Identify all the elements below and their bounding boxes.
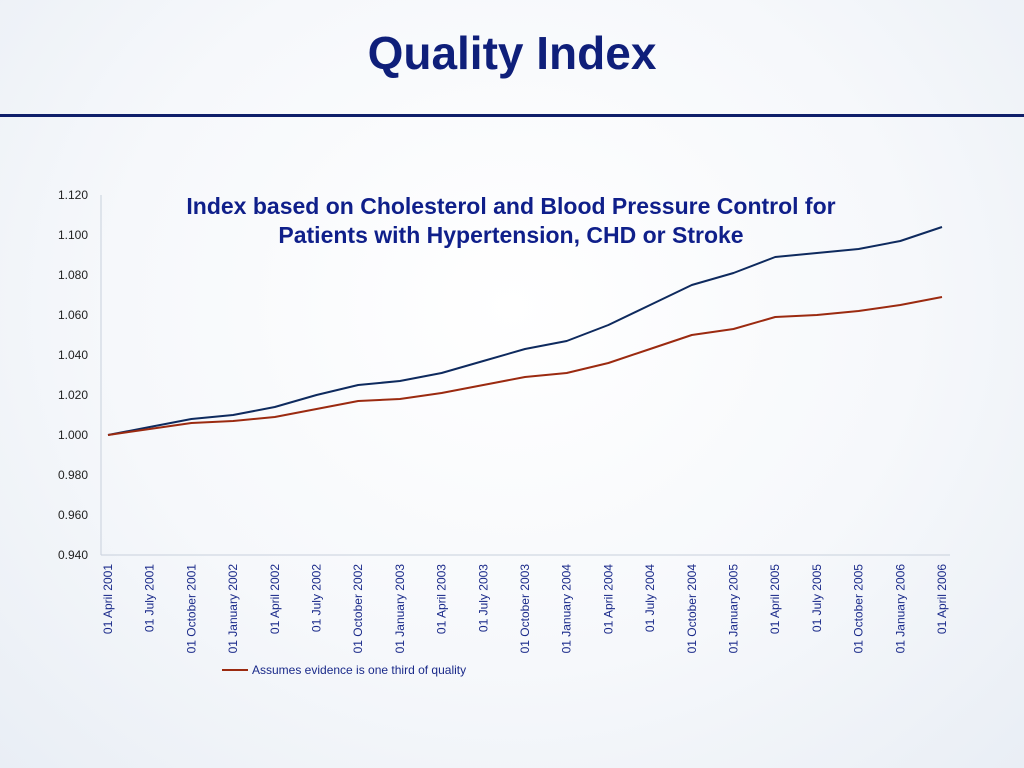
chart-legend: Assumes evidence is one third of quality [222, 663, 466, 677]
y-tick-label: 1.100 [58, 228, 88, 242]
x-tick-label: 01 July 2003 [476, 564, 490, 632]
chart-axes [100, 195, 950, 556]
y-tick-label: 1.020 [58, 388, 88, 402]
y-tick-label: 1.040 [58, 348, 88, 362]
y-tick-label: 0.980 [58, 468, 88, 482]
x-tick-label: 01 April 2001 [101, 564, 115, 634]
x-tick-label: 01 January 2004 [560, 564, 574, 654]
y-tick-label: 1.120 [58, 188, 88, 202]
x-tick-label: 01 April 2004 [601, 564, 615, 634]
legend-label: Assumes evidence is one third of quality [252, 663, 466, 677]
x-tick-label: 01 January 2002 [226, 564, 240, 654]
x-tick-label: 01 July 2005 [810, 564, 824, 632]
x-tick-label: 01 October 2001 [184, 564, 198, 654]
x-tick-label: 01 July 2004 [643, 564, 657, 632]
x-tick-label: 01 July 2002 [310, 564, 324, 632]
y-tick-label: 0.940 [58, 548, 88, 562]
series-line-1 [107, 226, 943, 436]
x-tick-label: 01 October 2002 [351, 564, 365, 654]
x-tick-label: 01 October 2004 [685, 564, 699, 654]
x-tick-label: 01 October 2003 [518, 564, 532, 654]
x-tick-label: 01 January 2003 [393, 564, 407, 654]
y-tick-label: 1.080 [58, 268, 88, 282]
x-tick-label: 01 April 2003 [435, 564, 449, 634]
y-axis-ticks: 1.120 1.100 1.080 1.060 1.040 1.020 1.000 0.980… [58, 188, 88, 562]
series-lines [107, 226, 943, 436]
y-tick-label: 1.000 [58, 428, 88, 442]
x-tick-label: 01 April 2005 [768, 564, 782, 634]
x-axis-ticks: 01 April 2001 01 July 2001 01 October 2001… [101, 564, 949, 654]
x-tick-label: 01 April 2002 [268, 564, 282, 634]
chart-title-line-1: Index based on Cholesterol and Blood Pre… [186, 193, 835, 219]
chart-title-line-2: Patients with Hypertension, CHD or Strok… [278, 222, 743, 248]
y-tick-label: 0.960 [58, 508, 88, 522]
x-tick-label: 01 January 2005 [727, 564, 741, 654]
x-tick-label: 01 July 2001 [143, 564, 157, 632]
title-divider [0, 114, 1024, 117]
x-tick-label: 01 January 2006 [893, 564, 907, 654]
x-tick-label: 01 October 2005 [852, 564, 866, 654]
x-tick-label: 01 April 2006 [935, 564, 949, 634]
y-tick-label: 1.060 [58, 308, 88, 322]
slide-title: Quality Index [367, 27, 657, 79]
